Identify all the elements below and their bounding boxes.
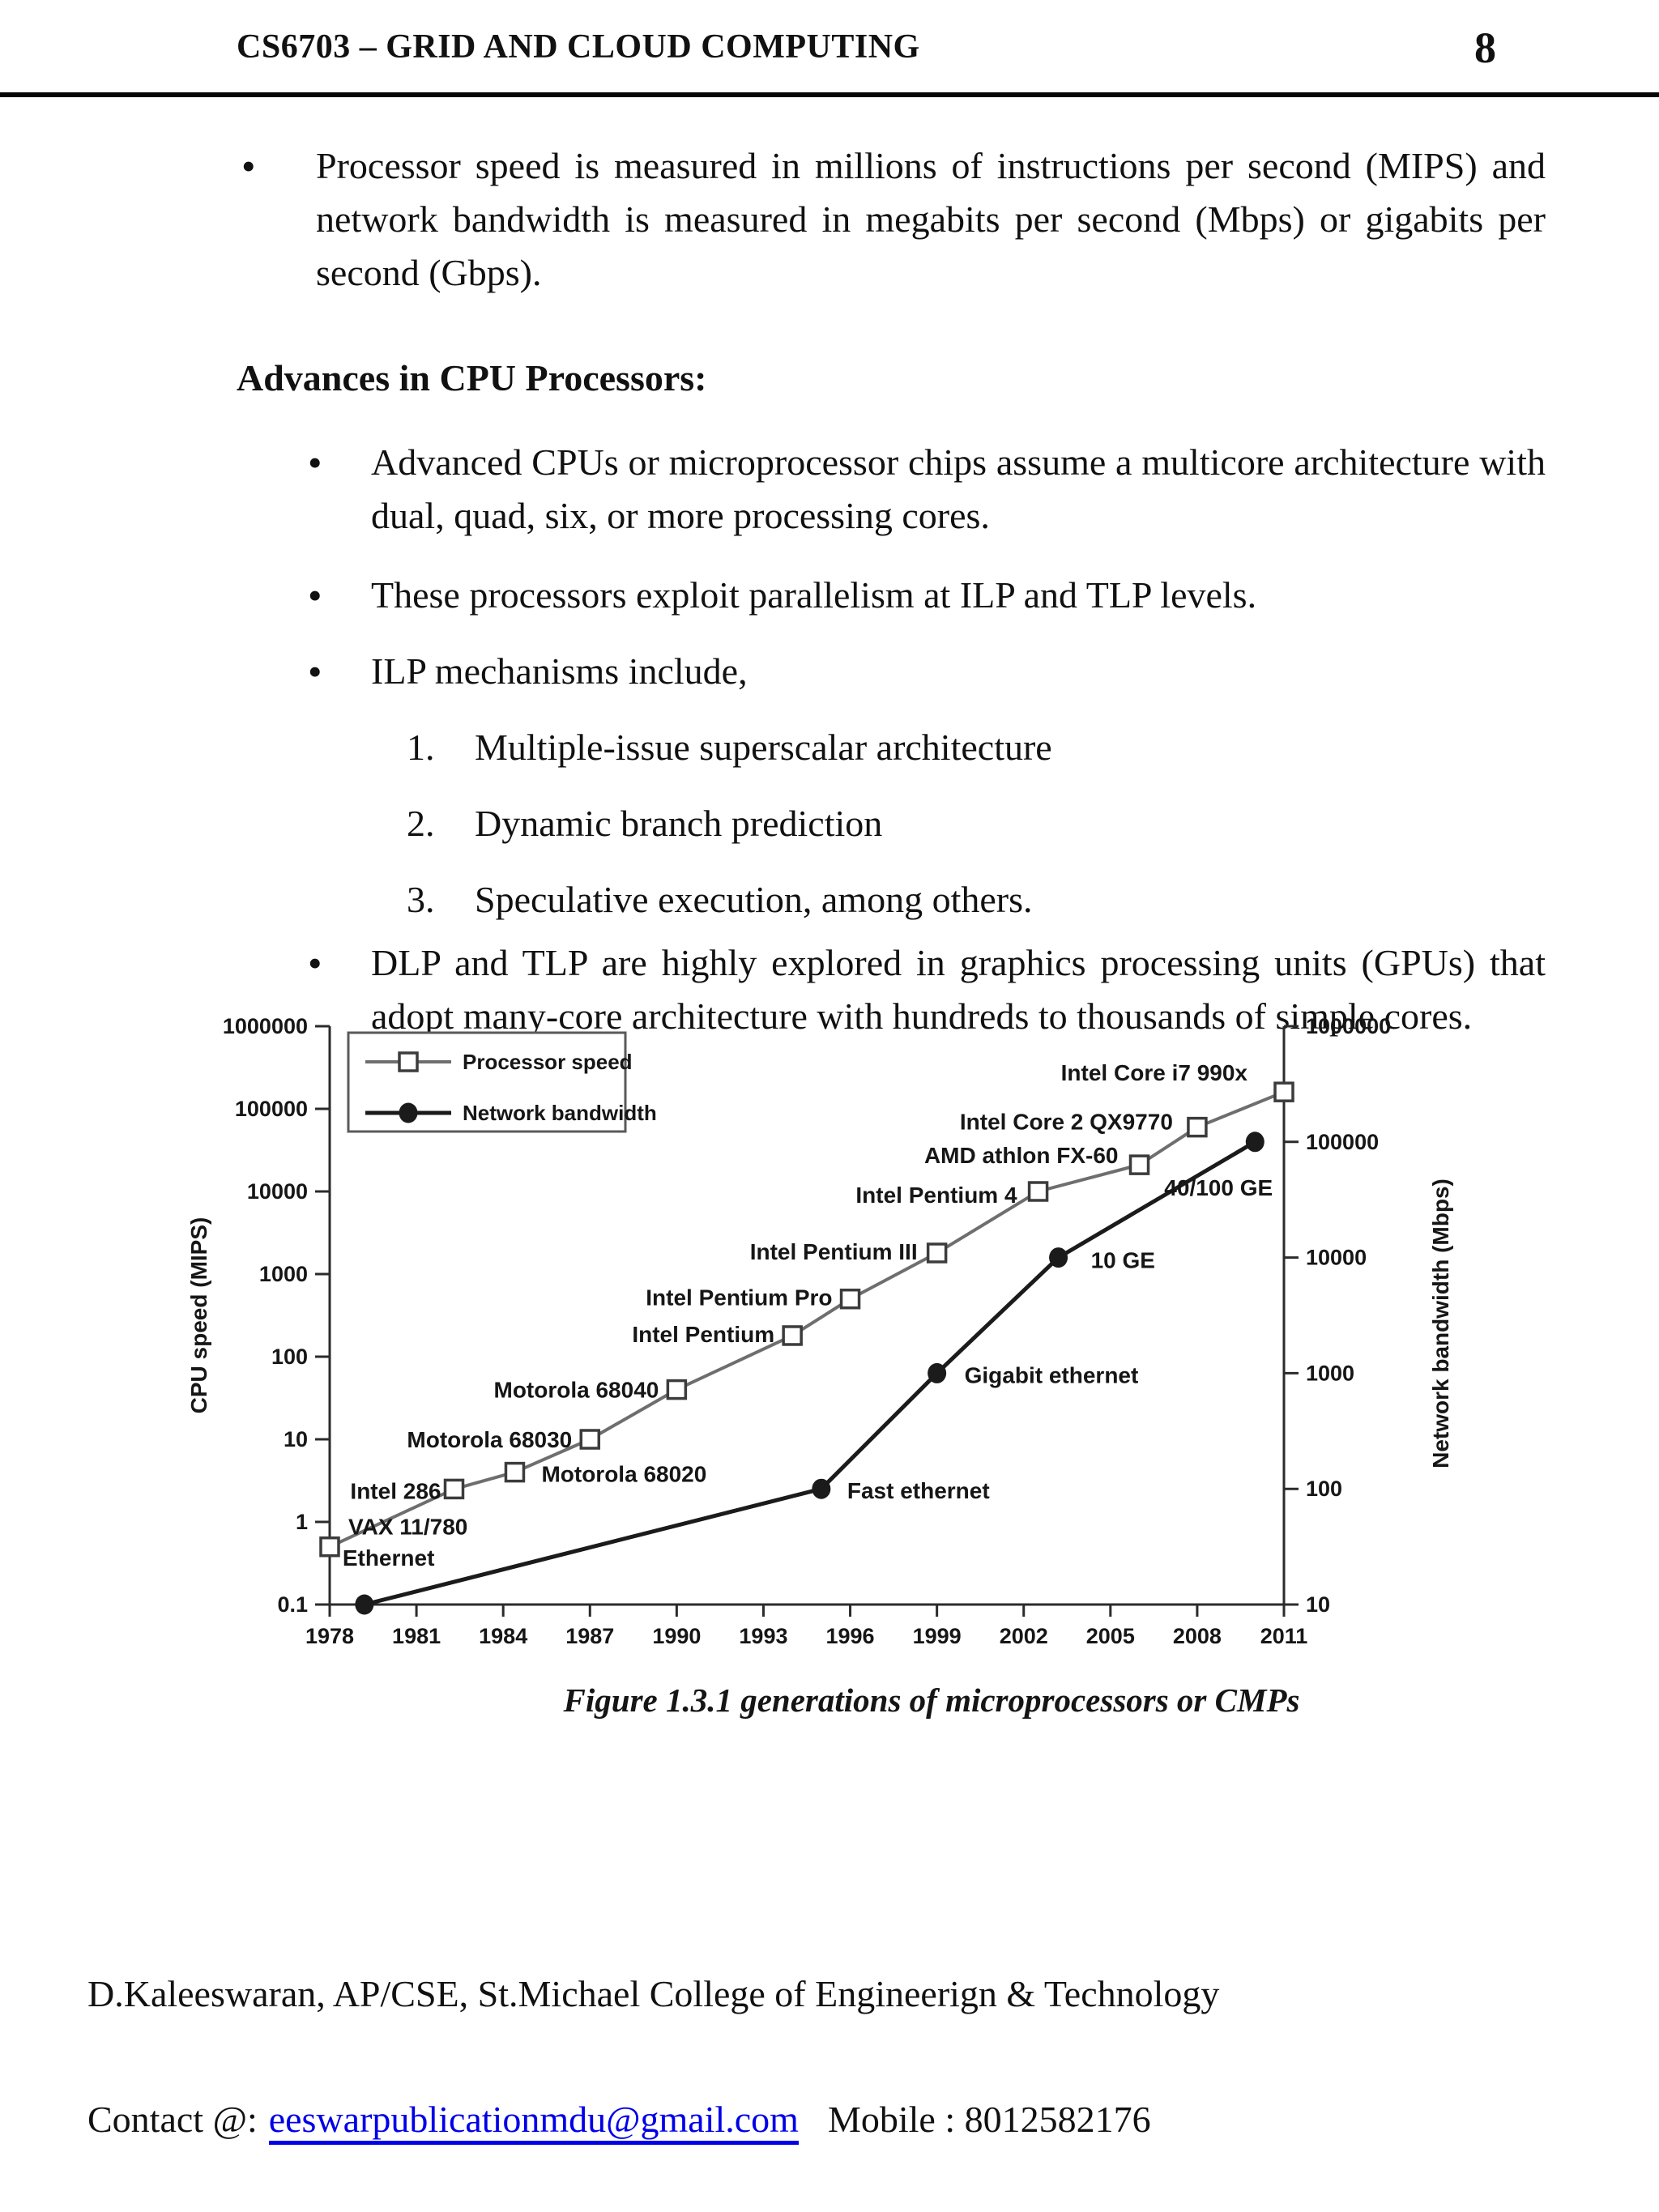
point-label: Intel Pentium: [632, 1322, 774, 1347]
svg-text:1000000: 1000000: [223, 1014, 308, 1038]
point-label: 40/100 GE: [1164, 1175, 1273, 1200]
svg-text:1000: 1000: [1306, 1361, 1354, 1385]
svg-text:1978: 1978: [305, 1624, 354, 1648]
left-axis-title: CPU speed (MIPS): [186, 1217, 211, 1414]
svg-text:10: 10: [1306, 1592, 1330, 1617]
svg-text:10: 10: [284, 1427, 308, 1451]
footer-affiliation: D.Kaleeswaran, AP/CSE, St.Michael Colleg…: [87, 1973, 1220, 2014]
bullet-icon: •: [308, 440, 322, 485]
svg-text:1984: 1984: [479, 1624, 527, 1648]
bullet-text: DLP and TLP are highly explored in graph…: [371, 942, 1546, 1037]
svg-text:0.1: 0.1: [277, 1592, 308, 1617]
point-label: Intel Pentium Pro: [646, 1285, 832, 1311]
bullet-text: These processors exploit parallelism at …: [371, 574, 1257, 616]
point-label: Intel 286: [350, 1478, 441, 1503]
item-text: Speculative execution, among others.: [475, 879, 1033, 920]
point-label: Motorola 68040: [494, 1378, 659, 1403]
bullet-item: • Advanced CPUs or microprocessor chips …: [308, 436, 1546, 543]
svg-text:10000: 10000: [1306, 1246, 1367, 1270]
figure-chart: 0.1 1 10 100 1000 10000 100000 1000000 10 100 1000…: [182, 999, 1478, 1655]
item-number: 1.: [407, 727, 435, 768]
point-label: Motorola 68020: [541, 1462, 706, 1487]
bullet-item-intro: • Processor speed is measured in million…: [241, 139, 1546, 300]
right-axis-title: Network bandwidth (Mbps): [1428, 1178, 1453, 1468]
email-link[interactable]: eeswarpublicationmdu@gmail.com: [268, 2099, 799, 2145]
bullet-icon: •: [241, 143, 256, 189]
svg-text:10000: 10000: [247, 1179, 308, 1204]
svg-text:1987: 1987: [565, 1624, 614, 1648]
svg-text:1993: 1993: [739, 1624, 787, 1648]
bullet-item: • These processors exploit parallelism a…: [308, 569, 1546, 622]
svg-text:2002: 2002: [1000, 1624, 1048, 1648]
svg-text:100: 100: [271, 1345, 308, 1369]
svg-text:1000: 1000: [259, 1262, 308, 1286]
point-label: AMD athlon FX-60: [924, 1143, 1119, 1168]
svg-text:Processor speed: Processor speed: [463, 1050, 633, 1074]
bullet-text: ILP mechanisms include,: [371, 650, 748, 692]
page-number: 8: [1474, 23, 1496, 72]
svg-text:Network bandwidth: Network bandwidth: [463, 1101, 657, 1125]
item-number: 2.: [407, 803, 435, 844]
numbered-item: 1. Multiple-issue superscalar architectu…: [407, 721, 1549, 774]
point-label: Fast ethernet: [847, 1478, 990, 1503]
point-label: Ethernet: [343, 1545, 435, 1571]
chart-legend: Processor speed Network bandwidth: [347, 1031, 657, 1133]
bullet-icon: •: [308, 940, 322, 986]
svg-text:1000000: 1000000: [1306, 1014, 1391, 1038]
svg-text:1981: 1981: [392, 1624, 441, 1648]
bullet-text: Processor speed is measured in millions …: [316, 145, 1546, 293]
svg-text:100000: 100000: [1306, 1130, 1379, 1154]
item-text: Dynamic branch prediction: [475, 803, 883, 844]
point-label: Intel Pentium III: [750, 1239, 918, 1264]
svg-text:1990: 1990: [652, 1624, 701, 1648]
bullet-text: Advanced CPUs or microprocessor chips as…: [371, 441, 1546, 536]
svg-text:1: 1: [296, 1510, 308, 1534]
processor-vs-bandwidth-chart: 0.1 1 10 100 1000 10000 100000 1000000 10 100 1000…: [186, 1014, 1453, 1648]
point-label: Motorola 68030: [407, 1427, 572, 1452]
numbered-item: 2. Dynamic branch prediction: [407, 797, 1549, 850]
chart-axes: 0.1 1 10 100 1000 10000 100000 1000000 10 100 1000…: [186, 1014, 1453, 1648]
svg-text:100000: 100000: [235, 1097, 308, 1121]
point-label: Intel Core 2 QX9770: [960, 1110, 1173, 1135]
item-number: 3.: [407, 879, 435, 920]
svg-text:1999: 1999: [913, 1624, 962, 1648]
point-label: Intel Pentium 4: [855, 1183, 1017, 1208]
footer-contact: Contact @: eeswarpublicationmdu@gmail.com…: [87, 2098, 1151, 2145]
point-label: 10 GE: [1091, 1248, 1155, 1273]
item-text: Multiple-issue superscalar architecture: [475, 727, 1052, 768]
svg-text:1996: 1996: [826, 1624, 875, 1648]
page-header-title: CS6703 – GRID AND CLOUD COMPUTING: [237, 28, 920, 66]
svg-text:100: 100: [1306, 1477, 1342, 1501]
numbered-item: 3. Speculative execution, among others.: [407, 873, 1549, 927]
svg-text:2008: 2008: [1173, 1624, 1222, 1648]
point-label: Gigabit ethernet: [965, 1362, 1139, 1387]
series-network-bandwidth: Ethernet Fast ethernet Gigabit ethernet 10 …: [343, 1132, 1273, 1615]
svg-text:2011: 2011: [1260, 1624, 1308, 1648]
bullet-item: • ILP mechanisms include,: [308, 645, 1546, 698]
svg-text:2005: 2005: [1086, 1624, 1135, 1648]
point-label: Intel Core i7 990x: [1061, 1060, 1248, 1085]
bullet-item-closing: • DLP and TLP are highly explored in gra…: [308, 936, 1546, 1043]
contact-label: Contact @:: [87, 2099, 258, 2140]
section-heading: Advances in CPU Processors:: [237, 357, 707, 399]
series-processor-speed: VAX 11/780 Intel 286 Motorola 68020 Motorol…: [319, 1060, 1294, 1558]
figure-caption: Figure 1.3.1 generations of microprocess…: [563, 1681, 1300, 1719]
bullet-icon: •: [308, 573, 322, 618]
bullet-icon: •: [308, 649, 322, 694]
mobile-number: Mobile : 8012582176: [827, 2099, 1151, 2140]
header-rule: [0, 92, 1659, 97]
point-label: VAX 11/780: [348, 1515, 467, 1540]
